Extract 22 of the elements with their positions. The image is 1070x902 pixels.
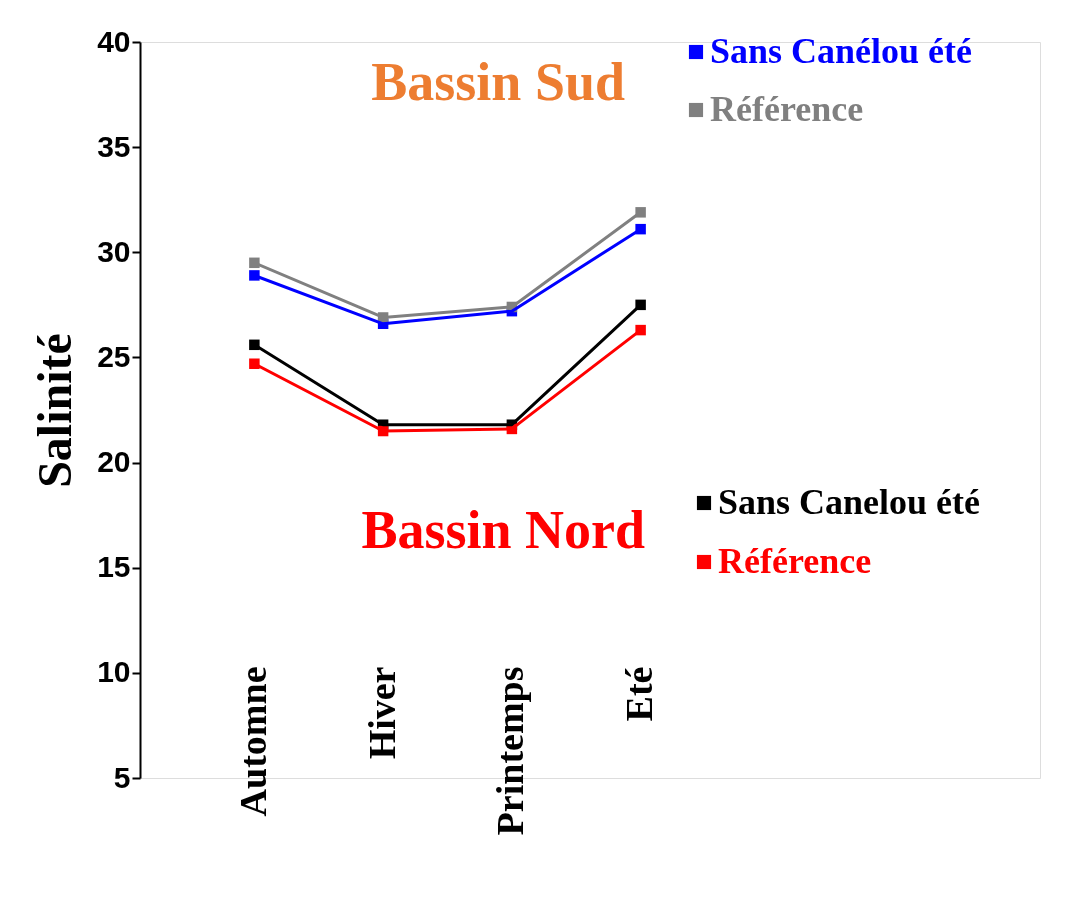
y-tick-label: 25 [97, 339, 131, 373]
legend-label: Sans Canélou été [710, 31, 973, 71]
legend-label: Référence [710, 89, 864, 129]
y-tick-label: 10 [97, 655, 131, 689]
legend-label: Sans Canelou été [718, 482, 981, 522]
y-tick-label: 20 [97, 445, 131, 479]
annotation: Bassin Nord [361, 500, 645, 560]
x-tick-label: Eté [618, 666, 661, 722]
legend-label: Référence [718, 541, 872, 581]
y-tick-label: 15 [97, 550, 131, 584]
point [635, 207, 646, 218]
point [249, 358, 260, 369]
x-tick-label: Automne [231, 666, 274, 817]
x-tick-label: Hiver [360, 666, 403, 760]
y-tick-label: 5 [113, 760, 131, 794]
y-axis-title: Salinité [28, 333, 82, 488]
point [249, 270, 260, 281]
x-tick-label: Printemps [489, 666, 532, 836]
y-tick-label: 40 [97, 24, 131, 58]
y-tick-label: 30 [97, 234, 131, 268]
y-tick-label: 35 [97, 129, 131, 163]
annotation: Bassin Sud [371, 52, 625, 112]
